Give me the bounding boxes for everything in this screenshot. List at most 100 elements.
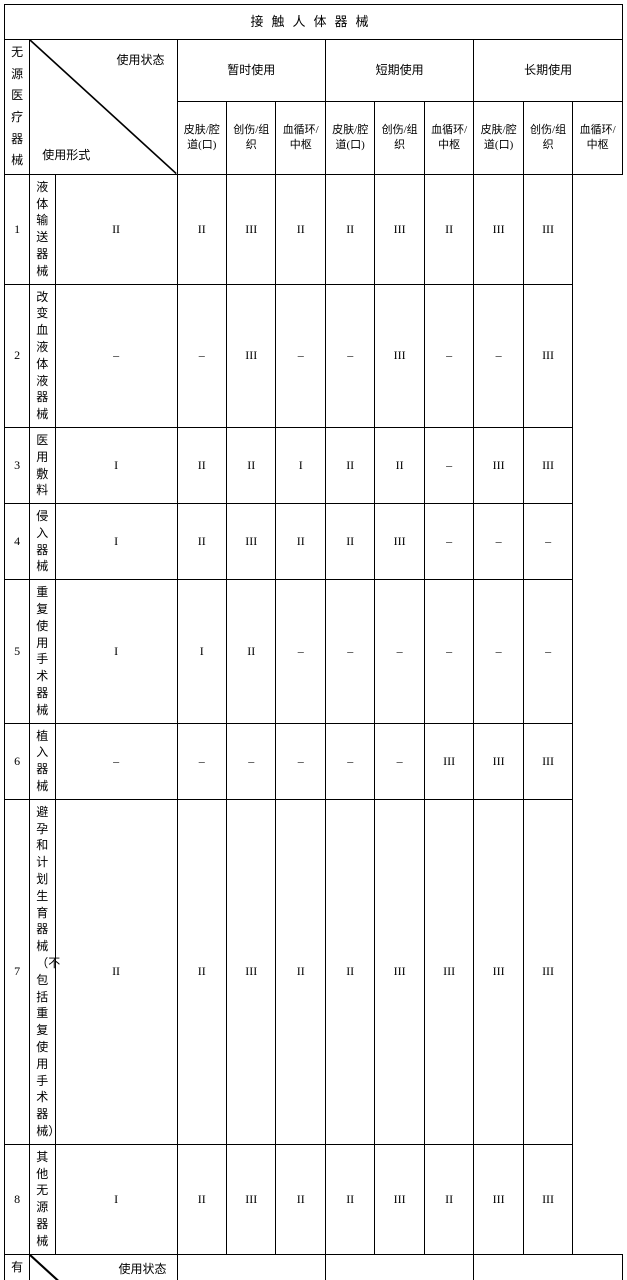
row-name: 其他无源器械 — [30, 1144, 55, 1254]
cell-value: – — [424, 427, 473, 503]
row-name: 重复使用手术器械 — [30, 580, 55, 723]
diag-form-label: 使用形式 — [42, 147, 90, 164]
cell-value: II — [55, 799, 177, 1144]
cell-value: II — [177, 427, 226, 503]
cell-value: II — [325, 504, 374, 580]
table-title: 接触人体器械 — [5, 5, 623, 40]
cell-value: – — [474, 580, 523, 723]
cell-value: III — [474, 427, 523, 503]
diag-state-label: 使用状态 — [119, 1261, 167, 1278]
cell-value: III — [375, 799, 424, 1144]
col-severity-2: 严重损伤 — [474, 1254, 623, 1280]
row-index: 2 — [5, 284, 30, 427]
cell-value: II — [325, 1144, 374, 1254]
cell-value: II — [375, 427, 424, 503]
cell-value: III — [424, 799, 473, 1144]
cell-value: II — [424, 174, 473, 284]
table-row: 6植入器械––––––IIIIIIIII — [5, 723, 623, 799]
cell-value: – — [276, 284, 325, 427]
table-row: 2改变血液体液器械––III––III––III — [5, 284, 623, 427]
row-index: 4 — [5, 504, 30, 580]
row-index: 7 — [5, 799, 30, 1144]
subhead: 皮肤/腔道(口) — [325, 101, 374, 174]
cell-value: – — [375, 723, 424, 799]
cell-value: III — [424, 723, 473, 799]
cell-value: – — [276, 580, 325, 723]
diag-header-active: 使用状态 使用形式 — [30, 1254, 177, 1280]
cell-value: II — [276, 1144, 325, 1254]
subhead: 血循环/中枢 — [276, 101, 325, 174]
cell-value: – — [375, 580, 424, 723]
cell-value: II — [177, 1144, 226, 1254]
cell-value: I — [177, 580, 226, 723]
cell-value: III — [375, 504, 424, 580]
classification-table: 接触人体器械 无源医疗器械 使用状态 使用形式 暂时使用 短期使用 长期使用 皮… — [4, 4, 623, 1280]
cell-value: III — [523, 284, 572, 427]
col-severity-0: 轻微损伤 — [177, 1254, 325, 1280]
cell-value: I — [55, 1144, 177, 1254]
cell-value: III — [375, 1144, 424, 1254]
cell-value: – — [424, 580, 473, 723]
cell-value: III — [523, 723, 572, 799]
col-duration-0: 暂时使用 — [177, 40, 325, 101]
subhead: 皮肤/腔道(口) — [177, 101, 226, 174]
row-name: 液体输送器械 — [30, 174, 55, 284]
row-name: 医用敷料 — [30, 427, 55, 503]
cell-value: II — [227, 580, 276, 723]
table-row: 7避孕和计划生育器械（不包括重复使用手术器械）IIIIIIIIIIIIIIIII… — [5, 799, 623, 1144]
cell-value: – — [177, 723, 226, 799]
cell-value: III — [375, 174, 424, 284]
cell-value: II — [424, 1144, 473, 1254]
row-index: 5 — [5, 580, 30, 723]
subhead: 创伤/组织 — [523, 101, 572, 174]
subhead: 皮肤/腔道(口) — [474, 101, 523, 174]
table-row: 1液体输送器械IIIIIIIIIIIIIIIIIIIIII — [5, 174, 623, 284]
row-index: 8 — [5, 1144, 30, 1254]
row-index: 3 — [5, 427, 30, 503]
cell-value: III — [227, 504, 276, 580]
cell-value: III — [474, 1144, 523, 1254]
cell-value: – — [474, 504, 523, 580]
cell-value: – — [55, 723, 177, 799]
subhead: 血循环/中枢 — [424, 101, 473, 174]
section-active-label: 有源医疗器械 — [5, 1254, 30, 1280]
cell-value: II — [325, 799, 374, 1144]
cell-value: – — [325, 284, 374, 427]
cell-value: II — [227, 427, 276, 503]
diag-header-passive: 使用状态 使用形式 — [30, 40, 177, 175]
cell-value: – — [325, 723, 374, 799]
cell-value: – — [424, 504, 473, 580]
cell-value: – — [523, 504, 572, 580]
row-index: 1 — [5, 174, 30, 284]
col-duration-1: 短期使用 — [325, 40, 473, 101]
col-duration-2: 长期使用 — [474, 40, 623, 101]
cell-value: II — [177, 174, 226, 284]
row-name: 侵入器械 — [30, 504, 55, 580]
subhead: 创伤/组织 — [375, 101, 424, 174]
cell-value: II — [325, 174, 374, 284]
cell-value: II — [276, 504, 325, 580]
subhead: 创伤/组织 — [227, 101, 276, 174]
cell-value: I — [55, 504, 177, 580]
cell-value: III — [227, 1144, 276, 1254]
cell-value: – — [177, 284, 226, 427]
row-name: 改变血液体液器械 — [30, 284, 55, 427]
subhead: 血循环/中枢 — [573, 101, 623, 174]
cell-value: II — [325, 427, 374, 503]
row-name: 避孕和计划生育器械（不包括重复使用手术器械） — [30, 799, 55, 1144]
row-name: 植入器械 — [30, 723, 55, 799]
table-row: 8其他无源器械IIIIIIIIIIIIIIIIIIIII — [5, 1144, 623, 1254]
cell-value: I — [55, 580, 177, 723]
table-row: 3医用敷料IIIIIIIIII–IIIIII — [5, 427, 623, 503]
cell-value: II — [177, 799, 226, 1144]
cell-value: – — [276, 723, 325, 799]
cell-value: II — [55, 174, 177, 284]
cell-value: III — [523, 174, 572, 284]
cell-value: – — [474, 284, 523, 427]
table-row: 5重复使用手术器械IIII–––––– — [5, 580, 623, 723]
cell-value: III — [227, 799, 276, 1144]
cell-value: III — [474, 799, 523, 1144]
table-row: 4侵入器械IIIIIIIIIIIII––– — [5, 504, 623, 580]
cell-value: III — [375, 284, 424, 427]
cell-value: I — [55, 427, 177, 503]
